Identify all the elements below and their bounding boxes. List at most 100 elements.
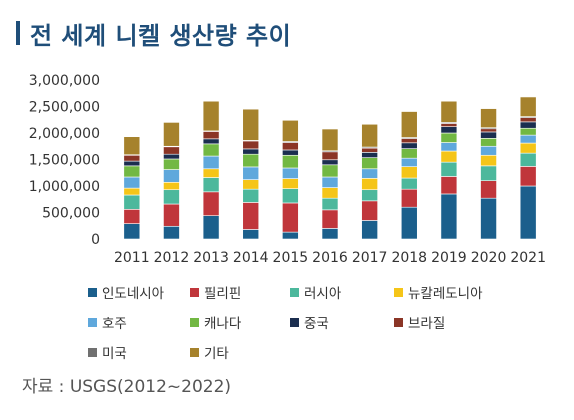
legend-label: 캐나다 <box>204 316 242 332</box>
bar-segment <box>202 168 220 178</box>
bar-segment <box>440 161 458 177</box>
bar-segment <box>480 108 497 129</box>
legend-swatch <box>190 317 199 327</box>
bar-segment <box>202 191 220 216</box>
bar-segment <box>440 142 458 152</box>
bar-segment <box>202 100 220 132</box>
bar-segment <box>519 152 537 167</box>
source-note: 자료 : USGS(2012~2022) <box>22 377 232 397</box>
legend-item: 중국 <box>290 312 329 332</box>
bar-segment <box>242 202 260 230</box>
bar-segment <box>163 225 180 240</box>
x-tick-label: 2014 <box>233 250 269 266</box>
bar-segment <box>519 142 537 154</box>
legend-item: 뉴칼레도니아 <box>394 282 483 302</box>
bar-segment <box>321 176 339 188</box>
bar-segment <box>321 187 339 199</box>
bar-segment <box>519 166 537 187</box>
bar-segment <box>242 153 260 168</box>
bar-segment <box>361 152 378 158</box>
legend-swatch <box>190 347 199 357</box>
legend-item: 러시아 <box>290 282 341 302</box>
bar-segment <box>202 155 220 170</box>
bar-segment <box>242 140 260 150</box>
x-tick-label: 2016 <box>312 250 348 266</box>
bar-segment <box>519 134 537 144</box>
bar-segment <box>163 158 180 170</box>
bar-segment <box>202 131 220 140</box>
bar-segment <box>123 136 141 156</box>
bar-segment <box>202 215 220 240</box>
title-accent-bar <box>16 21 20 45</box>
bar-segment <box>202 143 220 157</box>
legend-label: 인도네시아 <box>102 286 165 302</box>
bar-segment <box>361 220 378 240</box>
bar-segment <box>480 131 497 139</box>
bar-segment <box>321 228 339 240</box>
legend-label: 기타 <box>204 346 229 362</box>
y-tick-label: 2,500,000 <box>29 100 100 116</box>
bar-segment <box>480 145 497 156</box>
bar-segment <box>282 178 299 189</box>
bar-segment <box>361 147 378 153</box>
y-tick-label: 1,500,000 <box>29 153 100 169</box>
y-tick-label: 3,000,000 <box>29 73 100 89</box>
bar-segment <box>282 154 299 169</box>
bar-segment <box>519 121 537 129</box>
bar-segment <box>163 181 180 191</box>
bar-segment <box>163 153 180 160</box>
bar-segment <box>361 200 378 221</box>
legend-swatch <box>88 287 97 297</box>
bar-segment <box>440 100 458 123</box>
bar-segment <box>400 148 418 159</box>
legend-swatch <box>88 317 97 327</box>
bar-segment <box>321 128 339 152</box>
bar-segment <box>321 159 339 166</box>
bar-segment <box>123 209 141 224</box>
bar-segment <box>242 188 260 203</box>
bar-segment <box>480 165 497 182</box>
bar-segment <box>480 138 497 147</box>
chart-title: 전 세계 니켈 생산량 추이 <box>30 22 292 50</box>
bar-segment <box>519 185 537 240</box>
legend-label: 뉴칼레도니아 <box>408 286 483 302</box>
bar-segment <box>321 164 339 178</box>
bar-segment <box>361 189 378 202</box>
bar-segment <box>163 203 180 227</box>
bar-segment <box>282 188 299 204</box>
bar-segment <box>400 157 418 167</box>
bar-segment <box>361 178 378 191</box>
bar-segment <box>440 150 458 163</box>
y-tick-label: 500,000 <box>42 206 100 222</box>
bar-segment <box>282 202 299 233</box>
bar-segment <box>361 168 378 179</box>
bar-segment <box>321 151 339 161</box>
bar-segment <box>440 126 458 134</box>
legend-label: 미국 <box>102 346 127 362</box>
x-tick-label: 2017 <box>352 250 388 266</box>
bar-segment <box>400 166 418 179</box>
bar-segment <box>440 193 458 240</box>
bar-segment <box>400 188 418 208</box>
bar-segment <box>242 166 260 180</box>
x-tick-label: 2019 <box>431 250 467 266</box>
bar-segment <box>282 167 299 179</box>
bar-segment <box>123 154 141 162</box>
bar-segment <box>163 122 180 147</box>
bar-segment <box>519 117 537 123</box>
legend-swatch <box>394 287 403 297</box>
bar-segment <box>202 177 220 193</box>
stacked-bar-chart: 0 500,000 1,000,000 1,500,000 2,000,000 2,500… <box>29 73 546 266</box>
bar-segment <box>400 111 418 138</box>
legend-item: 캐나다 <box>190 312 241 332</box>
legend-label: 러시아 <box>304 286 342 302</box>
bar-segment <box>282 149 299 156</box>
legend-item: 호주 <box>88 312 127 332</box>
legend-swatch <box>290 287 299 297</box>
bar-segment <box>440 132 458 143</box>
bar-segment <box>321 209 339 229</box>
x-tick-label: 2012 <box>154 250 190 266</box>
bar-segment <box>202 138 220 145</box>
legend-label: 필리핀 <box>204 286 242 302</box>
legend-item: 필리핀 <box>190 282 241 302</box>
